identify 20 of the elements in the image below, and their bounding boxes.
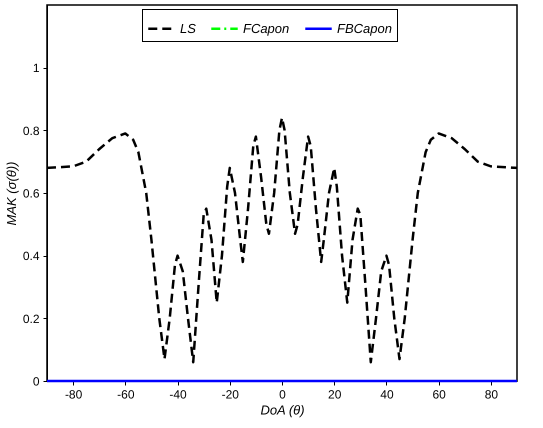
x-tick-label: 80 bbox=[484, 388, 498, 402]
x-tick-label: 0 bbox=[279, 388, 286, 402]
x-tick-label: 60 bbox=[432, 388, 446, 402]
x-tick-label: -80 bbox=[64, 388, 83, 402]
legend-label: FBCapon bbox=[337, 20, 392, 36]
y-tick-label: 0.2 bbox=[22, 312, 40, 326]
legend-label: LS bbox=[180, 20, 196, 36]
x-tick-label: 20 bbox=[328, 388, 342, 402]
y-axis-title: MAK (σ(θ)) bbox=[4, 162, 19, 226]
x-tick-label: 40 bbox=[380, 388, 394, 402]
y-tick-label: 0.4 bbox=[22, 249, 40, 264]
y-tick-label: 1 bbox=[32, 61, 40, 76]
legend-label: FCapon bbox=[243, 20, 290, 36]
x-tick-label: -40 bbox=[169, 388, 188, 402]
x-tick-label: -20 bbox=[222, 388, 240, 402]
y-tick-label: 0 bbox=[32, 374, 40, 388]
x-axis-title: DoA (θ) bbox=[260, 402, 305, 418]
y-tick-label: 0.6 bbox=[22, 186, 40, 200]
y-tick-label: 0.8 bbox=[22, 124, 40, 138]
x-tick-label: -60 bbox=[117, 388, 135, 402]
